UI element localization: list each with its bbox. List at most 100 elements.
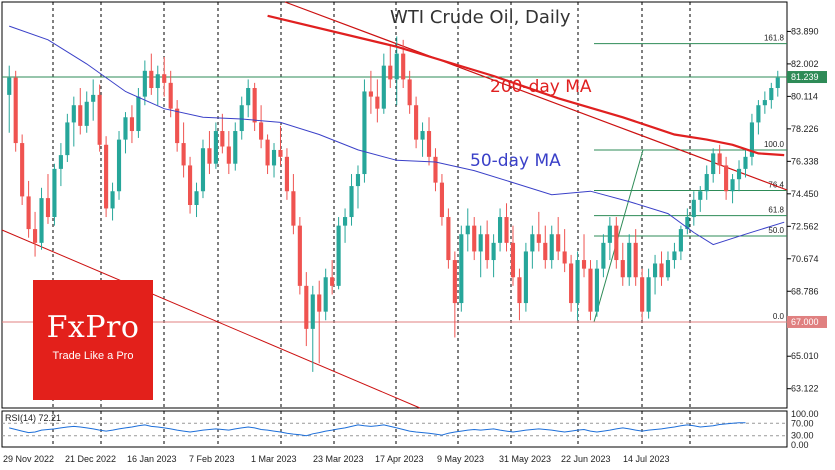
x-tick-label: 31 May 2023	[499, 454, 551, 464]
candle-body	[633, 242, 638, 278]
candle-body	[97, 94, 102, 145]
candle-body	[246, 88, 251, 106]
candle-body	[71, 105, 76, 123]
candle-body	[284, 156, 290, 192]
candle-body	[381, 65, 386, 109]
current-price-label: 81.239	[791, 72, 819, 82]
candle-body	[749, 122, 755, 157]
candle-body	[549, 234, 554, 261]
candle-body	[756, 105, 761, 123]
candle-body	[291, 191, 296, 226]
candle-body	[620, 260, 625, 278]
candle-body	[665, 260, 671, 278]
candle-body	[485, 234, 490, 261]
candle-body	[510, 242, 516, 278]
candle-body	[187, 165, 193, 205]
candle-body	[336, 225, 341, 286]
candle-body	[717, 153, 722, 166]
candle-body	[433, 156, 438, 183]
candle-body	[310, 294, 315, 329]
candle-body	[207, 148, 212, 164]
candle-body	[104, 144, 109, 209]
candle-body	[724, 165, 729, 192]
candle-body	[213, 131, 218, 164]
candle-body	[52, 168, 57, 218]
candle-body	[297, 225, 302, 286]
x-tick-label: 21 Dec 2022	[65, 454, 116, 464]
candle-body	[627, 242, 632, 278]
candle-body	[465, 225, 470, 235]
candle-body	[691, 199, 696, 218]
y-tick-label: 70.674	[791, 254, 819, 264]
candle-body	[200, 148, 206, 192]
y-tick-label: 78.226	[791, 124, 819, 134]
candle-body	[394, 53, 399, 80]
candle-body	[401, 53, 406, 80]
candle-body	[233, 131, 238, 164]
upper-channel-line	[284, 1, 788, 191]
candle-body	[20, 143, 25, 197]
candle-body	[523, 251, 528, 304]
fib-trend-line	[593, 149, 644, 323]
candle-body	[375, 96, 380, 109]
candle-body	[414, 105, 419, 140]
candle-body	[575, 260, 580, 304]
candle-body	[271, 149, 277, 166]
support-badge	[787, 315, 827, 328]
candle-body	[446, 217, 451, 261]
candle-body	[775, 77, 780, 89]
candle-body	[265, 139, 270, 166]
current-price-badge	[787, 71, 827, 84]
candle-body	[472, 225, 477, 252]
candle-body	[614, 225, 619, 261]
candle-body	[730, 179, 735, 192]
candle-body	[543, 242, 548, 261]
candle-body	[711, 153, 716, 175]
y-tick-label: 74.450	[791, 189, 819, 199]
candle-body	[32, 229, 38, 243]
candle-body	[91, 94, 96, 102]
y-tick-label: 63.122	[791, 384, 819, 394]
x-tick-label: 17 Apr 2023	[375, 454, 424, 464]
candle-body	[562, 251, 567, 264]
x-tick-label: 16 Jan 2023	[127, 454, 177, 464]
candle-body	[698, 191, 703, 200]
candle-body	[536, 234, 541, 243]
candle-body	[194, 191, 199, 205]
candle-body	[491, 242, 496, 261]
candle-body	[149, 70, 154, 89]
candle-body	[426, 131, 432, 157]
y-tick-label: 65.010	[791, 351, 819, 361]
y-tick-label: 68.786	[791, 286, 819, 296]
x-tick-label: 9 May 2023	[437, 454, 484, 464]
candle-body	[517, 277, 522, 304]
x-tick-label: 22 Jun 2023	[561, 454, 611, 464]
candle-body	[743, 156, 748, 169]
ma50-line	[9, 25, 785, 246]
candle-body	[607, 225, 612, 243]
candle-body	[497, 217, 503, 243]
plot-frame	[1, 1, 788, 409]
lower-channel-line	[1, 229, 421, 409]
candle-body	[478, 234, 483, 252]
candle-body	[601, 242, 606, 269]
fxpro-tagline: Trade Like a Pro	[52, 350, 134, 362]
candle-body	[175, 108, 180, 144]
candle-body	[646, 277, 651, 312]
candle-body	[672, 251, 677, 261]
candle-body	[459, 234, 464, 304]
rsi-tick-label: 30.00	[791, 431, 814, 441]
candle-body	[736, 168, 742, 180]
candle-body	[181, 143, 186, 166]
y-tick-label: 76.338	[791, 156, 819, 166]
candle-body	[129, 117, 135, 132]
ma200-annotation: 200-day MA	[490, 77, 592, 97]
candle-body	[304, 285, 309, 329]
fib-level-label: 161.8	[764, 34, 785, 43]
candle-body	[556, 234, 561, 252]
x-tick-label: 23 Mar 2023	[313, 454, 364, 464]
candle-body	[65, 122, 70, 156]
candle-body	[123, 117, 128, 140]
fxpro-logo-badge: FxPro Trade Like a Pro	[33, 280, 153, 400]
